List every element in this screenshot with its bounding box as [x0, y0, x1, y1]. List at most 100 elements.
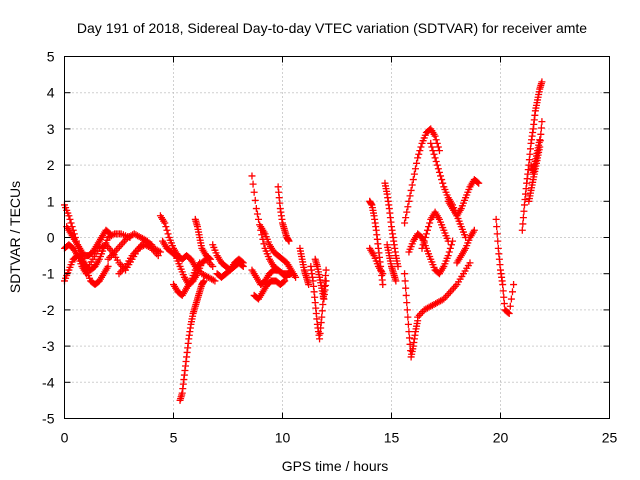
series-arc-18 — [257, 223, 300, 281]
data-point — [402, 284, 410, 292]
series-arc-26 — [383, 241, 400, 285]
data-point — [209, 262, 217, 270]
data-point — [429, 147, 437, 155]
data-point — [500, 293, 508, 301]
data-point — [379, 281, 387, 289]
data-point — [283, 273, 291, 281]
data-point — [164, 230, 172, 238]
data-point — [196, 259, 204, 267]
x-tick-label: 25 — [602, 430, 618, 446]
series-arc-30 — [405, 230, 457, 278]
series-arc-33 — [444, 176, 483, 220]
data-point — [500, 300, 508, 308]
data-point — [404, 313, 412, 321]
series-arc-12 — [191, 215, 215, 263]
data-point — [437, 172, 445, 180]
data-point — [281, 277, 289, 285]
data-point — [414, 154, 422, 162]
data-point — [65, 212, 73, 220]
data-point — [423, 226, 431, 234]
data-point — [444, 252, 452, 260]
data-point — [537, 124, 545, 132]
data-point — [318, 313, 326, 321]
data-point — [427, 139, 435, 147]
data-point — [420, 237, 428, 245]
data-point — [439, 179, 447, 187]
data-point — [171, 251, 179, 259]
data-point — [104, 262, 112, 270]
data-point — [430, 150, 438, 158]
data-point — [411, 165, 419, 173]
data-point — [280, 278, 288, 286]
y-axis-ticks: -5 -4 -3 -2 -1 0 1 2 3 4 5 — [42, 49, 610, 427]
data-point — [251, 196, 259, 204]
data-point — [403, 299, 411, 307]
data-point — [66, 215, 74, 223]
series-arc-21 — [307, 262, 330, 343]
data-point — [435, 168, 443, 176]
series-arc-22 — [311, 255, 330, 303]
data-point — [402, 214, 410, 222]
data-point — [253, 210, 261, 218]
data-point — [507, 295, 515, 303]
data-point — [402, 291, 410, 299]
series-arc-25 — [381, 179, 402, 270]
y-tick-label: 1 — [47, 193, 55, 209]
x-tick-label: 20 — [493, 430, 509, 446]
series-arc-24 — [366, 244, 387, 278]
series-arc-31 — [418, 208, 452, 252]
data-point — [444, 237, 452, 245]
series-arc-16 — [248, 266, 291, 289]
data-point — [401, 219, 409, 227]
data-point — [518, 226, 526, 234]
data-point — [248, 172, 256, 180]
data-point — [538, 118, 546, 126]
data-point — [492, 215, 500, 223]
data-point — [410, 170, 418, 178]
data-point — [406, 192, 414, 200]
data-point — [425, 223, 433, 231]
series-arc-28 — [401, 125, 443, 227]
data-point — [504, 309, 512, 317]
data-point — [404, 203, 412, 211]
data-point — [466, 259, 474, 267]
data-point — [404, 320, 412, 328]
series-arc-3 — [63, 223, 114, 260]
series-arc-19 — [274, 183, 293, 245]
x-tick-label: 0 — [61, 430, 69, 446]
data-point — [417, 233, 425, 241]
data-point — [432, 136, 440, 144]
data-point — [408, 181, 416, 189]
data-point — [537, 130, 545, 138]
data-point — [418, 244, 426, 252]
data-point — [379, 270, 387, 278]
data-point — [536, 136, 544, 144]
data-point — [445, 248, 453, 256]
data-point — [413, 159, 421, 167]
data-point — [282, 272, 290, 280]
data-point — [415, 150, 423, 158]
data-point — [446, 244, 454, 252]
series-arc-29 — [414, 259, 474, 321]
data-point — [211, 277, 219, 285]
data-point — [434, 165, 442, 173]
data-point — [417, 143, 425, 151]
y-axis-label: SDTVAR / TECUs — [7, 181, 23, 293]
data-point — [438, 176, 446, 184]
data-point — [422, 230, 430, 238]
data-point — [403, 306, 411, 314]
data-point — [319, 300, 327, 308]
data-point — [407, 186, 415, 194]
data-point — [506, 302, 514, 310]
series-arc-14 — [213, 255, 247, 281]
x-axis-ticks: 0 5 10 15 20 25 — [61, 56, 618, 446]
data-point — [163, 226, 171, 234]
data-point — [285, 237, 293, 245]
y-tick-label: -5 — [42, 411, 55, 427]
data-point — [394, 262, 402, 270]
data-point — [428, 143, 436, 151]
series-arc-34 — [453, 226, 478, 267]
data-point — [100, 242, 108, 250]
y-tick-label: 0 — [47, 230, 55, 246]
data-point — [494, 237, 502, 245]
